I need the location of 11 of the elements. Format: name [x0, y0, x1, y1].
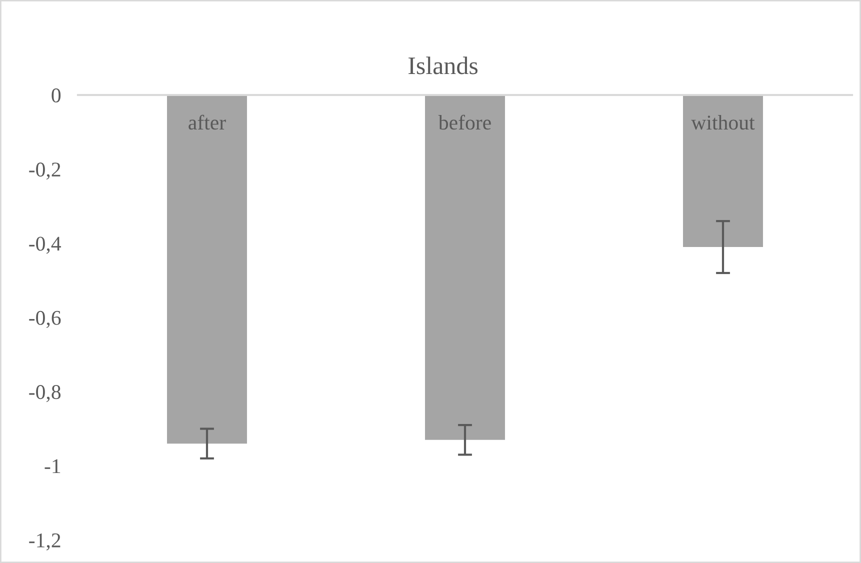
- x-tick-label: without: [691, 114, 755, 130]
- y-tick-label: -0,6: [29, 310, 61, 328]
- y-tick-label: -0,2: [29, 162, 60, 180]
- chart-title: Islands: [408, 56, 478, 74]
- y-tick-label: 0: [52, 88, 61, 102]
- y-tick-label: -0,4: [29, 236, 62, 254]
- y-tick-label: -1: [44, 459, 60, 474]
- x-tick-label: before: [438, 114, 491, 130]
- y-tick-label: -0,8: [29, 385, 61, 402]
- y-tick-label: -1,2: [29, 533, 60, 550]
- x-tick-label: after: [188, 114, 226, 130]
